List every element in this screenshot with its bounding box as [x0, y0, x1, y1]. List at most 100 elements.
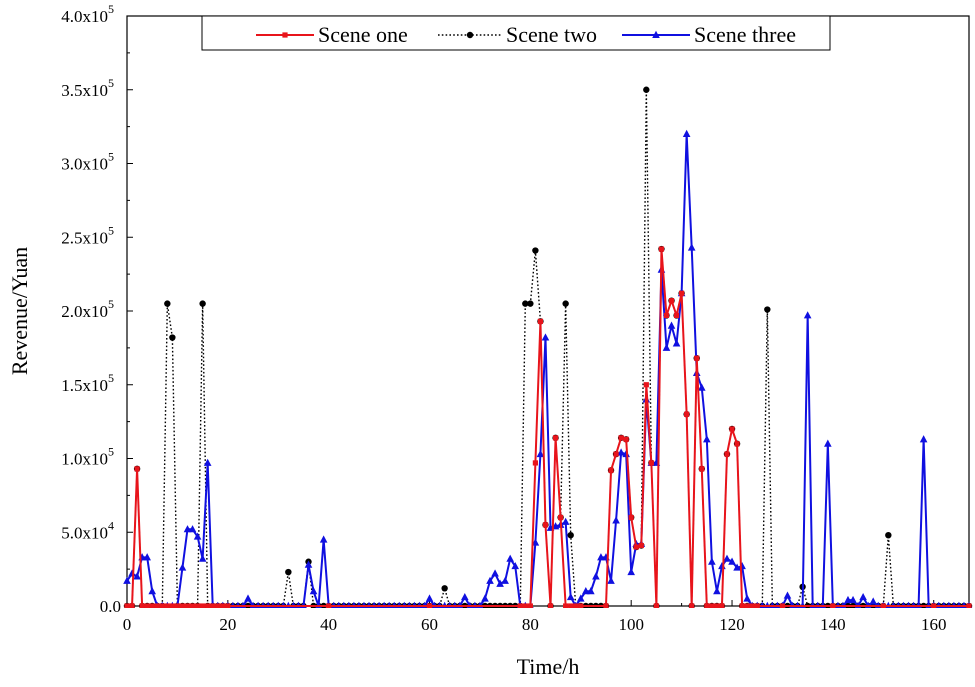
data-point-triangle — [617, 448, 625, 456]
data-point-square — [542, 522, 549, 528]
data-point-square — [749, 603, 755, 608]
data-point-triangle — [304, 560, 313, 568]
data-point-square — [144, 603, 150, 608]
y-tick-label: 3.5x105 — [61, 76, 114, 100]
data-point-square — [709, 603, 715, 608]
data-point-triangle — [652, 30, 660, 38]
data-point-triangle — [178, 563, 187, 571]
data-point-triangle — [612, 516, 620, 524]
data-point-circle — [466, 31, 474, 39]
data-point-triangle — [587, 587, 595, 595]
data-point-square — [215, 603, 221, 608]
series-line — [126, 133, 969, 607]
data-point-square — [225, 603, 231, 608]
data-point-square — [129, 603, 135, 608]
data-point-triangle — [582, 587, 590, 595]
data-point-triangle — [501, 576, 509, 584]
data-point-triangle — [607, 576, 615, 584]
data-point-triangle — [703, 435, 711, 443]
y-tick-label: 1.5x105 — [61, 371, 114, 395]
data-point-triangle — [198, 554, 207, 562]
data-point-triangle — [244, 594, 252, 602]
data-point-triangle — [869, 597, 878, 605]
data-point-triangle — [128, 569, 136, 577]
y-tick-label: 1.0x105 — [61, 445, 114, 469]
data-point-triangle — [859, 592, 867, 601]
data-point-triangle — [203, 458, 212, 466]
data-point-square — [966, 603, 972, 608]
data-point-triangle — [188, 525, 197, 533]
data-point-triangle — [662, 343, 671, 351]
data-point-triangle — [486, 576, 494, 584]
data-point-triangle — [728, 557, 736, 565]
data-point-square — [537, 318, 544, 324]
legend-item: Scene one — [256, 22, 408, 47]
y-tick-label: 2.0x105 — [61, 297, 114, 321]
data-point-triangle — [461, 592, 469, 601]
data-point-triangle — [738, 561, 746, 570]
data-point-triangle — [481, 594, 489, 602]
data-point-triangle — [708, 557, 716, 565]
data-point-triangle — [824, 439, 832, 447]
data-point-triangle — [183, 525, 192, 533]
data-point-square — [704, 603, 710, 608]
data-point-square — [744, 603, 750, 608]
data-point-square — [653, 603, 660, 608]
data-point-square — [210, 603, 216, 608]
data-point-square — [724, 451, 730, 457]
data-point-circle — [885, 532, 892, 539]
data-point-square — [179, 603, 186, 608]
data-point-square — [154, 603, 160, 608]
data-point-triangle — [592, 572, 600, 580]
y-tick-label: 2.5x105 — [61, 223, 114, 247]
data-point-square — [547, 603, 554, 608]
data-point-triangle — [193, 532, 202, 540]
data-point-square — [205, 603, 211, 608]
data-point-square — [648, 460, 654, 466]
data-point-square — [189, 603, 196, 608]
data-point-square — [663, 312, 670, 319]
data-point-triangle — [723, 554, 731, 562]
x-tick-label: 140 — [820, 615, 846, 634]
data-point-square — [694, 355, 700, 361]
series-scene-three — [123, 129, 973, 608]
data-point-triangle — [697, 383, 706, 391]
data-point-triangle — [309, 587, 318, 595]
data-point-circle — [441, 585, 448, 592]
data-point-triangle — [682, 129, 691, 137]
data-point-circle — [522, 300, 529, 307]
x-tick-label: 20 — [219, 615, 236, 634]
data-point-square — [426, 603, 433, 608]
data-point-triangle — [123, 576, 131, 584]
x-axis-title: Time/h — [517, 654, 580, 679]
data-point-square — [200, 603, 206, 608]
data-point-circle — [527, 300, 534, 307]
x-tick-label: 40 — [320, 615, 337, 634]
x-tick-label: 80 — [522, 615, 539, 634]
x-tick-label: 160 — [921, 615, 947, 634]
y-tick-label: 3.0x105 — [61, 150, 114, 174]
data-point-triangle — [849, 595, 857, 604]
legend-label: Scene one — [318, 22, 408, 47]
data-point-square — [174, 603, 181, 608]
data-point-triangle — [743, 594, 751, 602]
data-point-triangle — [576, 594, 585, 602]
data-point-triangle — [506, 554, 514, 562]
legend-label: Scene three — [694, 22, 796, 47]
data-point-square — [613, 451, 619, 457]
data-point-square — [517, 603, 523, 608]
data-point-square — [282, 32, 288, 38]
data-point-triangle — [491, 569, 499, 577]
data-point-square — [573, 603, 579, 608]
data-point-circle — [567, 532, 574, 539]
data-point-triangle — [148, 587, 157, 595]
data-point-square — [527, 603, 533, 608]
data-point-square — [194, 603, 201, 608]
data-point-square — [159, 603, 165, 608]
data-point-square — [578, 603, 584, 608]
data-point-square — [628, 514, 634, 521]
data-point-square — [684, 411, 690, 417]
data-point-triangle — [667, 321, 676, 329]
data-point-square — [638, 542, 644, 549]
data-point-square — [608, 467, 614, 473]
